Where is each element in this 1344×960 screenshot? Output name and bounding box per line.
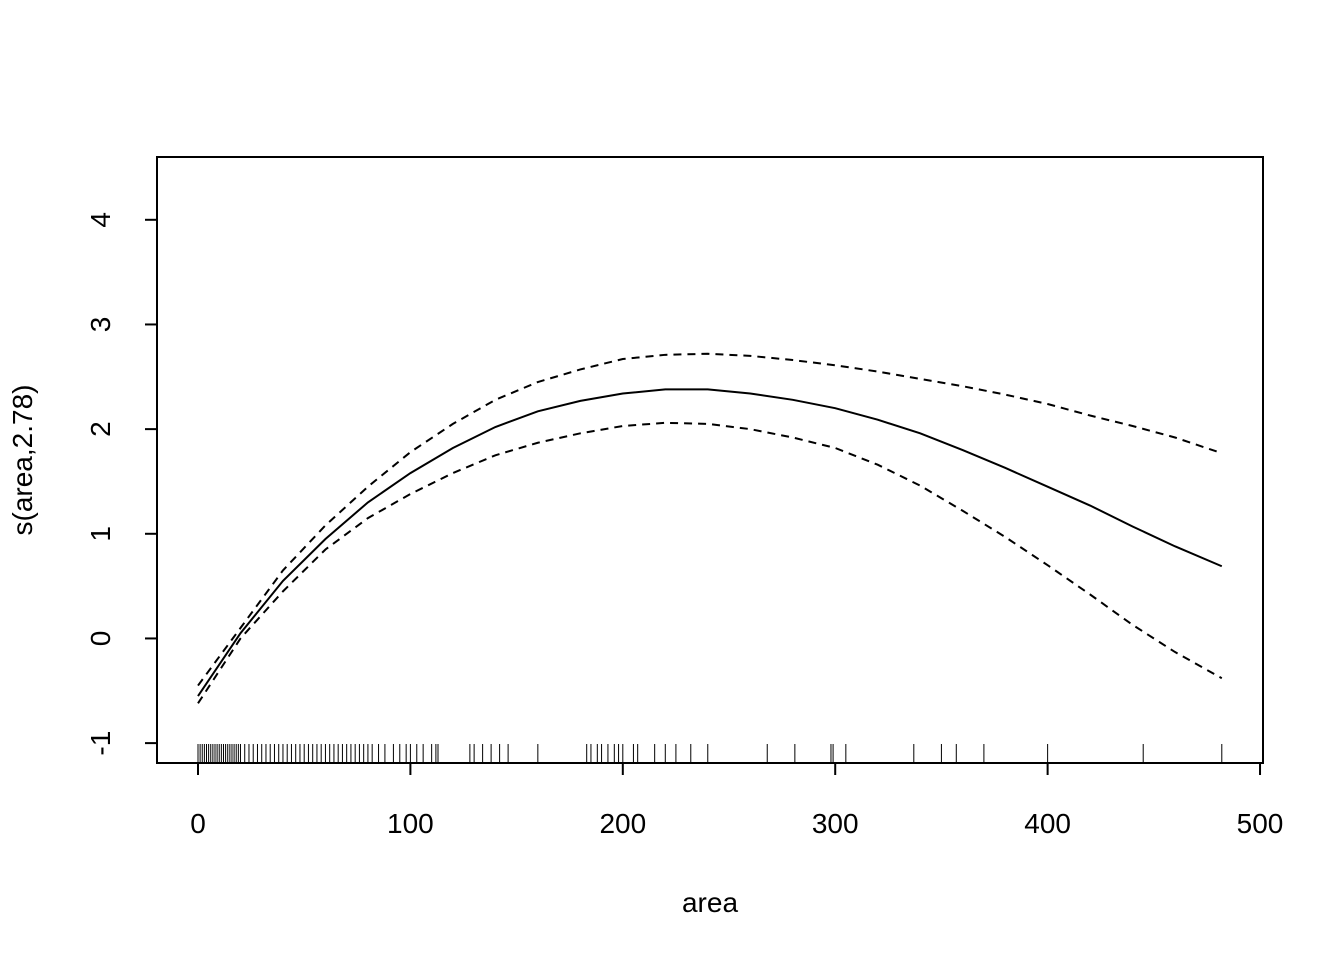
y-tick-label: 2 — [85, 421, 116, 437]
y-tick-label: 0 — [85, 631, 116, 647]
y-tick-label: 1 — [85, 526, 116, 542]
y-tick-label: 4 — [85, 212, 116, 228]
y-tick-label: 3 — [85, 317, 116, 333]
series-line — [197, 421, 1223, 704]
x-axis-label: area — [682, 887, 738, 918]
x-tick-label: 0 — [190, 808, 206, 839]
x-tick-label: 300 — [812, 808, 859, 839]
x-tick-label: 400 — [1024, 808, 1071, 839]
series-line — [197, 352, 1223, 687]
y-axis-label: s(area,2.78) — [7, 385, 38, 536]
y-tick-label: -1 — [85, 731, 116, 756]
series-line — [197, 388, 1223, 697]
x-tick-label: 200 — [599, 808, 646, 839]
x-tick-label: 100 — [387, 808, 434, 839]
x-tick-label: 500 — [1237, 808, 1284, 839]
